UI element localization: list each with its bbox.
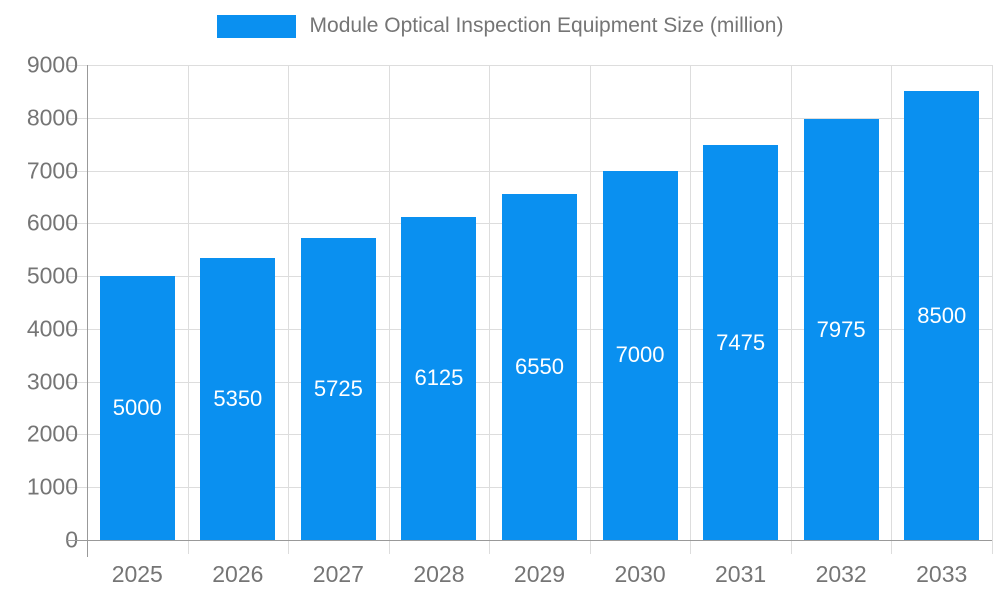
legend-label: Module Optical Inspection Equipment Size… xyxy=(309,14,784,37)
bar-value-label: 8500 xyxy=(917,302,967,328)
x-axis-tick-label: 2033 xyxy=(916,561,968,587)
x-axis-tick-label: 2030 xyxy=(614,561,666,587)
x-axis-tick-label: 2028 xyxy=(413,561,465,587)
y-axis-tick-label: 8000 xyxy=(26,104,78,131)
gridline-x-1 xyxy=(187,65,189,554)
legend-swatch-icon xyxy=(216,14,296,38)
bar-value-label: 5350 xyxy=(213,385,263,411)
bar-value-label: 7475 xyxy=(716,329,766,355)
x-axis-line xyxy=(67,540,992,541)
bar-2030 xyxy=(602,170,678,540)
gridline-y-8000 xyxy=(67,117,992,119)
gridline-x-4 xyxy=(489,65,491,554)
y-axis-tick-label: 3000 xyxy=(26,368,78,395)
bar-value-label: 7975 xyxy=(816,316,866,342)
y-axis-line xyxy=(87,65,88,557)
y-axis-tick-label: 5000 xyxy=(26,262,78,289)
x-axis-tick-label: 2031 xyxy=(715,561,767,587)
gridline-x-7 xyxy=(790,65,792,554)
bar-2032 xyxy=(803,119,879,540)
y-axis-tick-label: 4000 xyxy=(26,315,78,342)
gridline-x-2 xyxy=(288,65,290,554)
x-axis-tick-label: 2032 xyxy=(815,561,867,587)
legend: Module Optical Inspection Equipment Size… xyxy=(0,14,1000,38)
bar-2031 xyxy=(703,145,779,540)
x-axis-tick-label: 2029 xyxy=(513,561,566,587)
y-axis-tick-label: 9000 xyxy=(26,51,78,78)
bar-value-label: 5725 xyxy=(313,375,363,401)
bar-2025 xyxy=(99,276,175,540)
bar-2029 xyxy=(502,194,577,540)
y-axis-tick-label: 2000 xyxy=(26,420,78,447)
bar-value-label: 7000 xyxy=(615,342,665,368)
gridline-x-8 xyxy=(891,65,893,554)
gridline-x-6 xyxy=(690,65,692,554)
y-axis-tick-label: 0 xyxy=(65,526,78,553)
gridline-x-3 xyxy=(388,65,390,554)
y-axis-tick-label: 6000 xyxy=(26,209,78,236)
bar-2033 xyxy=(904,91,980,540)
x-axis-tick-label: 2025 xyxy=(111,561,163,587)
gridline-y-9000 xyxy=(67,65,992,66)
x-axis-tick-label: 2026 xyxy=(212,561,264,587)
bar-2028 xyxy=(401,216,477,540)
y-axis-tick-label: 1000 xyxy=(26,473,78,500)
bar-value-label: 6125 xyxy=(414,365,464,391)
x-axis-tick-label: 2027 xyxy=(312,561,364,587)
gridline-y-7000 xyxy=(67,170,992,172)
gridline-x-5 xyxy=(589,65,591,554)
gridline-x-9 xyxy=(992,65,993,554)
bar-2026 xyxy=(200,257,276,540)
bar-value-label: 6550 xyxy=(515,354,564,380)
bar-2027 xyxy=(300,237,376,540)
bar-value-label: 5000 xyxy=(112,395,162,421)
y-axis-tick-label: 7000 xyxy=(26,157,78,184)
